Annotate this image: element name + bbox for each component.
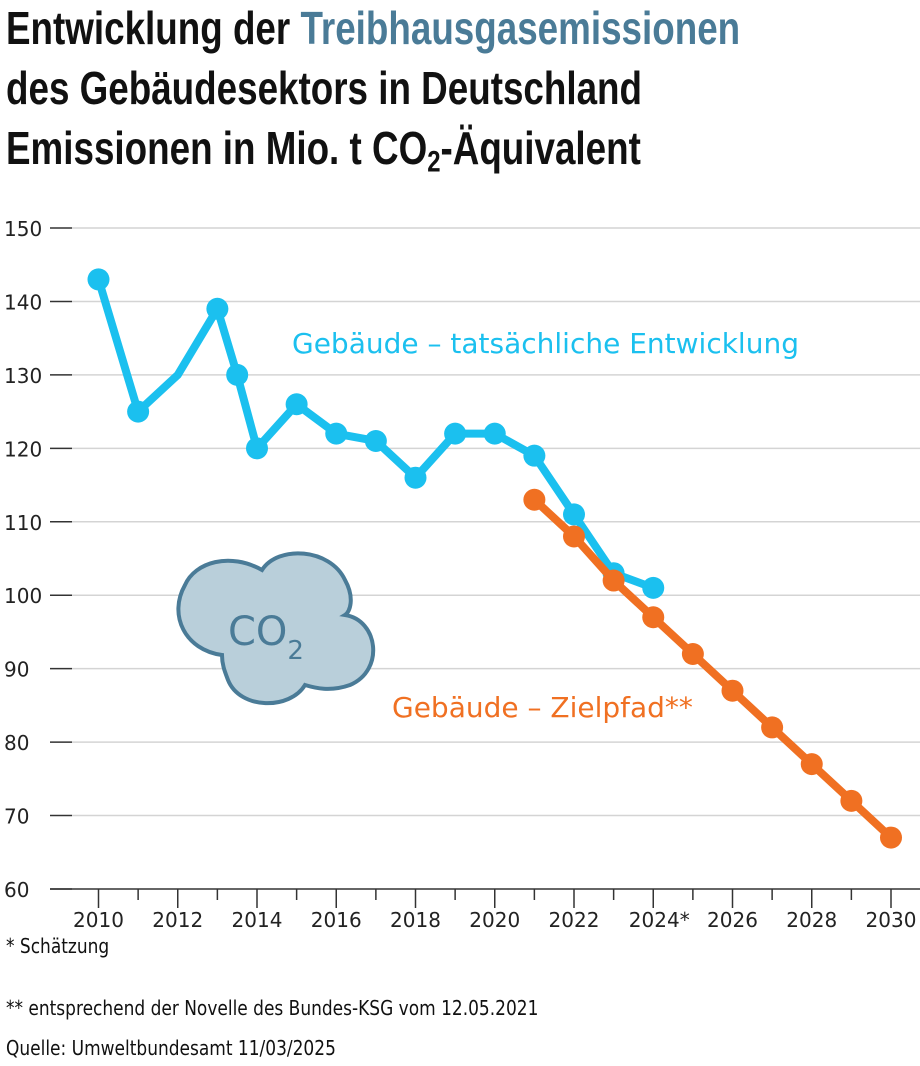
data-point <box>206 297 229 320</box>
data-point <box>681 642 704 665</box>
unit-text: Emissionen in Mio. t CO <box>6 122 428 174</box>
footnote-estimate: * Schätzung <box>6 934 110 958</box>
data-point <box>523 444 546 467</box>
series-label-actual: Gebäude – tatsächliche Entwicklung <box>292 327 799 360</box>
title-text: Entwicklung der <box>6 2 301 54</box>
unit-suffix: -Äquivalent <box>440 122 641 174</box>
x-tick-label: 2014 <box>232 908 283 932</box>
y-tick-label: 150 <box>4 217 42 241</box>
data-point <box>840 789 863 812</box>
data-point <box>226 363 249 386</box>
data-point <box>563 525 585 548</box>
data-point <box>325 422 348 445</box>
x-tick-label: 2010 <box>73 908 124 932</box>
data-point <box>800 753 823 776</box>
chart-unit-label: Emissionen in Mio. t CO2-Äquivalent <box>6 122 641 188</box>
series-line-0 <box>94 275 658 592</box>
y-tick-label: 120 <box>4 437 42 461</box>
cloud-label: CO2 <box>228 609 304 666</box>
series-group <box>87 268 902 849</box>
x-tick-label: 2024* <box>629 908 690 932</box>
data-point <box>523 488 546 511</box>
grid: 150 140 130 120 110 100 90 80 70 60 2010 2012 2014 20… <box>4 217 920 932</box>
source-note: Quelle: Umweltbundesamt 11/03/2025 <box>6 1036 336 1060</box>
chart-title-line-1: Entwicklung der Treibhausgasemissionen <box>6 2 740 54</box>
x-tick-label: 2012 <box>152 908 203 932</box>
unit-subscript: 2 <box>427 145 441 179</box>
data-point <box>642 606 665 629</box>
data-point <box>563 503 585 526</box>
series-label-target: Gebäude – Zielpfad** <box>392 691 693 724</box>
data-point <box>285 393 308 416</box>
y-tick-label: 80 <box>4 731 29 755</box>
data-point <box>127 400 150 423</box>
y-tick-label: 90 <box>4 658 29 682</box>
x-tick-label: 2016 <box>311 908 362 932</box>
x-tick-label: 2022 <box>549 908 600 932</box>
y-tick-label: 130 <box>4 364 42 388</box>
data-point <box>246 437 268 460</box>
x-tick-label: 2020 <box>469 908 520 932</box>
x-tick-label: 2030 <box>866 908 917 932</box>
y-tick-label: 140 <box>4 290 42 314</box>
data-point <box>642 576 665 599</box>
data-point <box>483 422 506 445</box>
cloud-shape <box>176 551 376 706</box>
data-point <box>602 569 625 592</box>
data-point <box>444 422 467 445</box>
y-tick-label: 70 <box>4 805 29 829</box>
y-tick-label: 110 <box>4 511 42 535</box>
data-point <box>761 716 784 739</box>
data-point <box>880 826 902 849</box>
data-point <box>87 268 110 291</box>
title-accent-text: Treibhausgasemissionen <box>300 2 741 54</box>
series-line-1 <box>530 495 895 842</box>
x-tick-label: 2028 <box>786 908 837 932</box>
chart-title-line-2: des Gebäudesektors in Deutschland <box>6 62 643 114</box>
data-point <box>404 466 427 489</box>
data-point <box>721 679 744 702</box>
y-tick-label: 60 <box>4 878 29 902</box>
x-tick-label: 2026 <box>707 908 758 932</box>
x-tick-label: 2018 <box>390 908 441 932</box>
data-point <box>364 429 387 452</box>
co2-cloud-illustration: CO2 <box>176 551 376 706</box>
y-tick-label: 100 <box>4 584 42 608</box>
footnote-target-path: ** entsprechend der Novelle des Bundes-K… <box>6 996 539 1020</box>
